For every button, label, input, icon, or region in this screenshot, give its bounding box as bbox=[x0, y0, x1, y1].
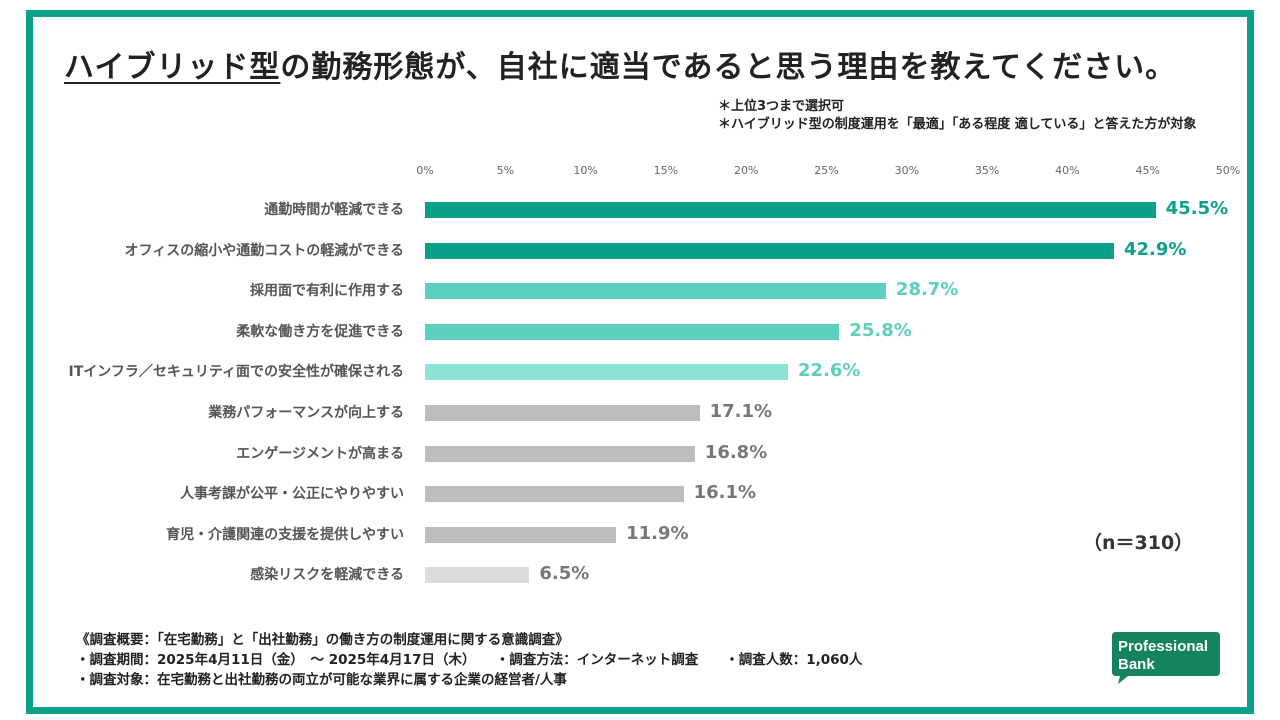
bar-row: オフィスの縮小や通勤コストの軽減ができる 42.9% bbox=[0, 238, 1280, 260]
title-rest: の勤務形態が、自社に適当であると思う理由を教えてください。 bbox=[280, 50, 1177, 85]
x-tick-label: 45% bbox=[1135, 164, 1160, 177]
category-label: 業務パフォーマンスが向上する bbox=[208, 405, 404, 421]
professional-bank-logo: Professional Bank bbox=[1112, 632, 1220, 684]
bar-row: 感染リスクを軽減できる 6.5% bbox=[0, 563, 1280, 585]
category-label: 人事考課が公平・公正にやりやすい bbox=[180, 486, 404, 503]
bar bbox=[425, 242, 1114, 259]
title-emphasis: ハイブリッド型 bbox=[64, 50, 281, 85]
x-tick-label: 30% bbox=[894, 164, 920, 177]
value-label: 11.9% bbox=[626, 522, 689, 544]
sample-size: （n＝310） bbox=[1083, 532, 1194, 554]
logo-line1: Professional bbox=[1118, 638, 1208, 655]
category-label: エンゲージメントが高まる bbox=[236, 445, 404, 462]
x-tick-label: 0% bbox=[416, 164, 434, 177]
value-label: 45.5% bbox=[1165, 198, 1229, 219]
bar bbox=[425, 364, 788, 381]
x-tick-label: 35% bbox=[974, 164, 1000, 177]
bar bbox=[425, 323, 840, 340]
bar-row: ITインフラ／セキュリティ面での安全性が確保される 22.6% bbox=[0, 360, 1280, 382]
survey-footer: 《調査概要：「在宅勤務」と「出社勤務」の働き方の制度運用に関する意識調査》 ・調… bbox=[76, 630, 862, 690]
category-label: 柔軟な働き方を促進できる bbox=[236, 323, 404, 340]
x-tick-label: 5% bbox=[496, 164, 515, 177]
x-tick-label: 25% bbox=[814, 164, 839, 177]
chart-notes: ＊上位3つまで選択可 ＊ハイブリッド型の制度運用を「最適」「ある程度 適している… bbox=[718, 98, 1196, 134]
bar-row: 業務パフォーマンスが向上する 17.1% bbox=[0, 401, 1280, 422]
bar bbox=[425, 405, 700, 421]
page-title: ハイブリッド型の勤務形態が、自社に適当であると思う理由を教えてください。 bbox=[64, 42, 1224, 86]
x-tick-label: 40% bbox=[1055, 164, 1080, 177]
bar bbox=[425, 445, 695, 462]
footer-period: ・調査期間：2025年4月11日（金） 〜 2025年4月17日（木） ・調査方… bbox=[76, 652, 863, 668]
footer-target: ・調査対象：在宅勤務と出社勤務の両立が可能な業界に属する企業の経営者/人事 bbox=[76, 672, 567, 688]
category-label: 採用面で有利に作用する bbox=[250, 283, 404, 300]
footer-overview: 《調査概要：「在宅勤務」と「出社勤務」の働き方の制度運用に関する意識調査》 bbox=[76, 632, 569, 648]
category-label: 通勤時間が軽減できる bbox=[264, 202, 404, 218]
bar bbox=[425, 202, 1156, 218]
note-selection: ＊上位3つまで選択可 bbox=[718, 99, 845, 114]
bar bbox=[425, 486, 684, 503]
x-axis-ticks: 0% 5% 10% 15% 20% 25% 30% 35% 40% 45% 50% bbox=[0, 164, 1280, 182]
value-label: 42.9% bbox=[1123, 238, 1187, 260]
bar-row: エンゲージメントが高まる 16.8% bbox=[0, 441, 1280, 463]
bar-row: 柔軟な働き方を促進できる 25.8% bbox=[0, 319, 1280, 341]
bar-row: 採用面で有利に作用する 28.7% bbox=[0, 279, 1280, 301]
bar bbox=[425, 283, 886, 300]
value-label: 22.6% bbox=[797, 360, 861, 382]
bar-row: 人事考課が公平・公正にやりやすい 16.1% bbox=[0, 482, 1280, 504]
value-label: 25.8% bbox=[849, 319, 912, 341]
x-tick-label: 15% bbox=[653, 164, 679, 177]
logo-line2: Bank bbox=[1118, 656, 1155, 673]
x-tick-label: 20% bbox=[733, 164, 759, 177]
bar-row: 育児・介護関連の支援を提供しやすい 11.9% bbox=[0, 522, 1280, 544]
value-label: 17.1% bbox=[709, 401, 773, 422]
category-label: 感染リスクを軽減できる bbox=[250, 567, 404, 584]
bar-row: 通勤時間が軽減できる 45.5% bbox=[0, 198, 1280, 219]
slide-border bbox=[26, 10, 1254, 714]
value-label: 6.5% bbox=[539, 563, 590, 585]
value-label: 16.1% bbox=[693, 482, 757, 504]
category-label: ITインフラ／セキュリティ面での安全性が確保される bbox=[68, 364, 405, 381]
x-tick-label: 50% bbox=[1215, 164, 1241, 177]
value-label: 16.8% bbox=[704, 441, 768, 463]
category-label: オフィスの縮小や通勤コストの軽減ができる bbox=[124, 242, 404, 259]
note-target: ＊ハイブリッド型の制度運用を「最適」「ある程度 適している」と答えた方が対象 bbox=[718, 117, 1197, 132]
value-label: 28.7% bbox=[895, 279, 959, 301]
x-tick-label: 10% bbox=[573, 164, 598, 177]
bar bbox=[425, 526, 617, 543]
bar bbox=[425, 567, 530, 584]
category-label: 育児・介護関連の支援を提供しやすい bbox=[166, 526, 404, 543]
